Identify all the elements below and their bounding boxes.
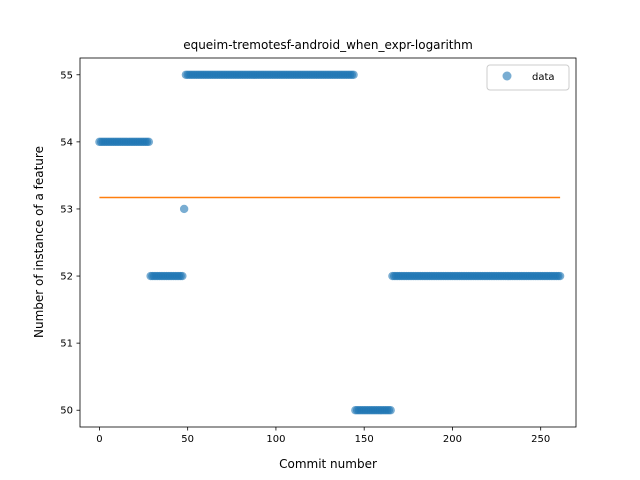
x-tick-label: 200 [443, 434, 462, 445]
chart-title: equeim-tremotesf-android_when_expr-logar… [183, 38, 473, 52]
y-axis: 50 51 52 53 54 55 [60, 70, 80, 417]
x-tick-label: 100 [266, 434, 285, 445]
y-tick-label: 51 [60, 339, 73, 350]
x-tick-label: 50 [181, 434, 194, 445]
y-tick-label: 55 [60, 70, 73, 81]
y-tick-label: 53 [60, 204, 73, 215]
plot-frame [79, 57, 577, 428]
y-axis-label: Number of instance of a feature [32, 146, 46, 338]
y-tick-label: 54 [60, 137, 73, 148]
x-tick-label: 0 [96, 434, 102, 445]
data-point [386, 406, 395, 415]
legend-marker-data [502, 71, 512, 81]
legend: data [486, 64, 570, 91]
x-tick-label: 250 [531, 434, 550, 445]
y-tick-label: 50 [60, 406, 73, 417]
x-tick-label: 150 [355, 434, 374, 445]
plot-area [95, 70, 565, 415]
data-point [178, 271, 187, 281]
x-axis-label: Commit number [279, 457, 377, 471]
data-point [555, 271, 565, 281]
data-point [349, 70, 358, 79]
y-tick-label: 52 [60, 272, 73, 283]
data-point [144, 137, 154, 147]
data-point [179, 204, 189, 214]
x-axis: 0 50 100 150 200 250 [96, 427, 550, 445]
legend-label-data: data [532, 72, 555, 83]
legend-box [486, 64, 570, 91]
